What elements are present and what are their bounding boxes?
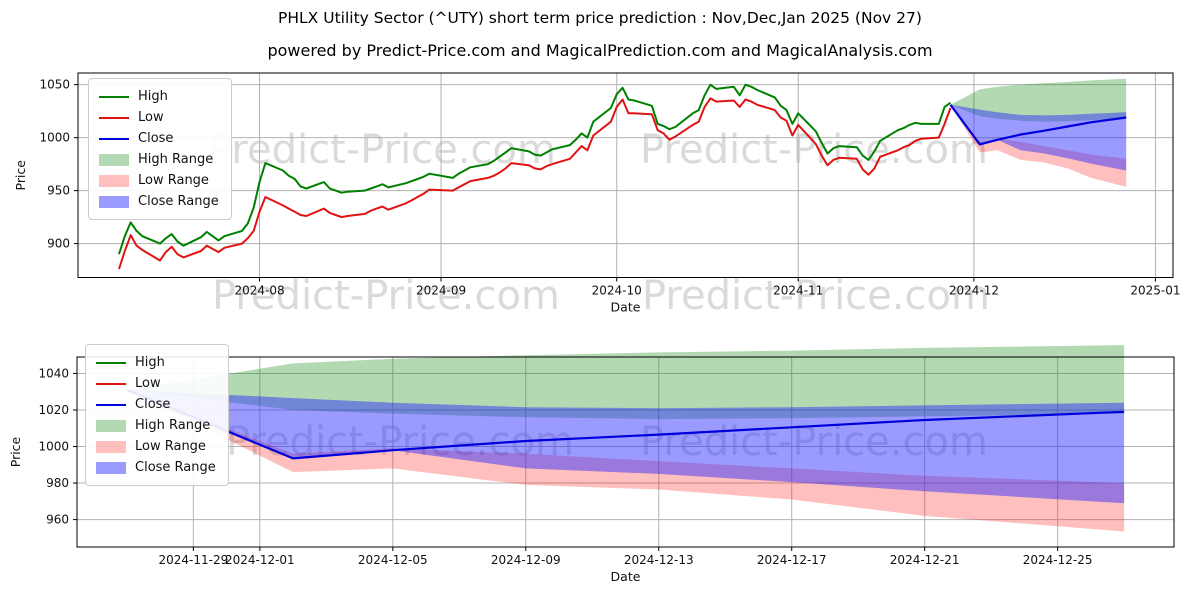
legend-swatch-high	[99, 95, 129, 98]
legend-swatch-close-range	[99, 195, 129, 208]
x-tick-label: 2024-12-01	[225, 553, 295, 567]
y-tick-label: 1040	[38, 366, 69, 380]
close-line	[949, 104, 1127, 146]
x-tick-label: 2024-12-09	[491, 553, 561, 567]
x-tick-label: 2024-11-29	[158, 553, 228, 567]
legend-swatch-low	[99, 116, 129, 119]
low-range-band	[950, 104, 1127, 187]
legend-item: Low	[99, 107, 219, 128]
legend-item: Close Range	[96, 457, 216, 478]
plot-border	[76, 356, 1175, 548]
y-axis-label: Price	[8, 436, 23, 467]
legend-item: Close	[99, 128, 219, 149]
legend-label: Low	[138, 110, 164, 125]
x-axis-label: Date	[611, 300, 641, 315]
plot-border	[77, 72, 1174, 278]
x-tick-label: 2024-12-17	[757, 553, 827, 567]
watermark-text: Predict-Price.com	[642, 273, 990, 319]
low-line	[118, 97, 952, 270]
legend-label: Close	[138, 131, 174, 146]
legend-item: Close Range	[99, 191, 219, 212]
y-tick-label: 1000	[38, 440, 69, 454]
legend-item: High Range	[96, 415, 216, 436]
legend-swatch-high	[96, 361, 126, 364]
price-history-chart: 900 950 1000 1050 2024-08 2024-09 2024-10 2024-…	[13, 72, 1181, 315]
watermark-text: Predict-Price.com	[640, 419, 988, 465]
x-tick-label: 2024-12-13	[624, 553, 694, 567]
legend-label: Low Range	[135, 439, 206, 454]
page-title: PHLX Utility Sector (^UTY) short term pr…	[278, 9, 922, 27]
tick-labels: 900 950 1000 1050 2024-08 2024-09 2024-10 2024-…	[39, 78, 1180, 298]
close-range-band	[126, 389, 1125, 504]
legend-item: Close	[96, 394, 216, 415]
y-axis-label: Price	[13, 160, 28, 191]
legend-label: Low Range	[138, 173, 209, 188]
y-tick-label: 1020	[38, 403, 69, 417]
legend-swatch-high-range	[99, 153, 129, 166]
legend-item: Low	[96, 373, 216, 394]
x-tick-label: 2024-08	[234, 284, 284, 298]
legend-swatch-high-range	[96, 419, 126, 432]
low-range-band	[126, 389, 1125, 532]
legend-swatch-close	[99, 137, 129, 140]
legend-label: Close Range	[135, 460, 216, 475]
x-tick-label: 2024-10	[592, 284, 642, 298]
legend-item: High	[99, 86, 219, 107]
legend-item: High Range	[99, 149, 219, 170]
legend-label: High Range	[138, 152, 214, 167]
legend-top-chart: High Low Close High Range Low Range Close Ran…	[88, 78, 232, 220]
legend-label: High	[135, 355, 165, 370]
legend-swatch-close-range	[96, 461, 126, 474]
y-tick-label: 960	[46, 513, 69, 527]
legend-label: High	[138, 89, 168, 104]
x-tick-label: 2025-01	[1130, 284, 1180, 298]
x-tick-label: 2024-09	[416, 284, 466, 298]
watermark-text: Predict-Price.com	[640, 127, 988, 173]
y-tick-label: 980	[46, 476, 69, 490]
x-tick-label: 2024-12	[949, 284, 999, 298]
y-tick-label: 950	[47, 184, 70, 198]
y-tick-label: 1050	[39, 78, 70, 92]
x-tick-label: 2024-12-21	[890, 553, 960, 567]
high-line	[118, 83, 952, 255]
legend-swatch-low	[96, 382, 126, 385]
legend-swatch-low-range	[96, 440, 126, 453]
high-range-band	[126, 345, 1125, 420]
page-subtitle: powered by Predict-Price.com and Magical…	[267, 41, 933, 60]
legend-label: Close Range	[138, 194, 219, 209]
y-tick-label: 900	[47, 237, 70, 251]
y-tick-label: 1000	[39, 131, 70, 145]
legend-label: Low	[135, 376, 161, 391]
gridlines	[78, 73, 1173, 278]
close-line	[126, 388, 1125, 460]
legend-item: Low Range	[99, 170, 219, 191]
legend-bottom-chart: High Low Close High Range Low Range Close Ran…	[85, 344, 229, 486]
legend-label: Close	[135, 397, 171, 412]
watermark-text: Predict-Price.com	[212, 273, 560, 319]
legend-item: Low Range	[96, 436, 216, 457]
legend-swatch-close	[96, 403, 126, 406]
legend-swatch-low-range	[99, 174, 129, 187]
close-range-band	[950, 104, 1127, 171]
x-tick-label: 2024-12-25	[1023, 553, 1093, 567]
x-tick-label: 2024-11	[773, 284, 823, 298]
x-tick-label: 2024-12-05	[358, 553, 428, 567]
legend-item: High	[96, 352, 216, 373]
x-axis-label: Date	[611, 569, 641, 584]
legend-label: High Range	[135, 418, 211, 433]
high-range-band	[950, 78, 1127, 122]
